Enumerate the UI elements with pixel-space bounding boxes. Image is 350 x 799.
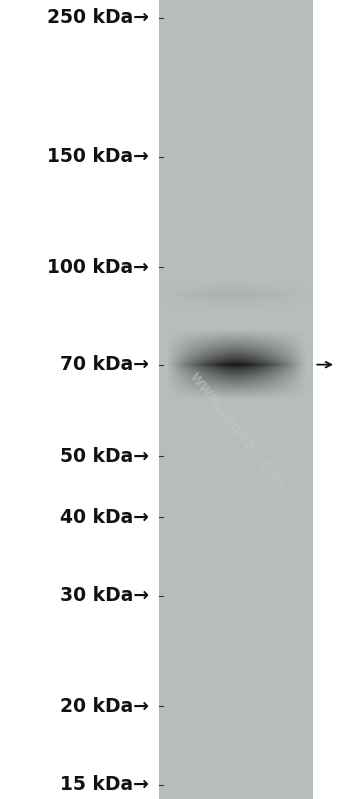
- Text: 20 kDa→: 20 kDa→: [60, 697, 149, 716]
- Text: 50 kDa→: 50 kDa→: [60, 447, 149, 466]
- Text: www.ptgabc.com: www.ptgabc.com: [187, 369, 289, 494]
- Text: 150 kDa→: 150 kDa→: [47, 147, 149, 166]
- Text: 250 kDa→: 250 kDa→: [47, 8, 149, 27]
- Text: 15 kDa→: 15 kDa→: [60, 775, 149, 794]
- Text: 100 kDa→: 100 kDa→: [47, 258, 149, 277]
- Text: 40 kDa→: 40 kDa→: [60, 507, 149, 527]
- Bar: [159, 0, 313, 799]
- Text: 30 kDa→: 30 kDa→: [60, 586, 149, 605]
- Text: 70 kDa→: 70 kDa→: [60, 355, 149, 374]
